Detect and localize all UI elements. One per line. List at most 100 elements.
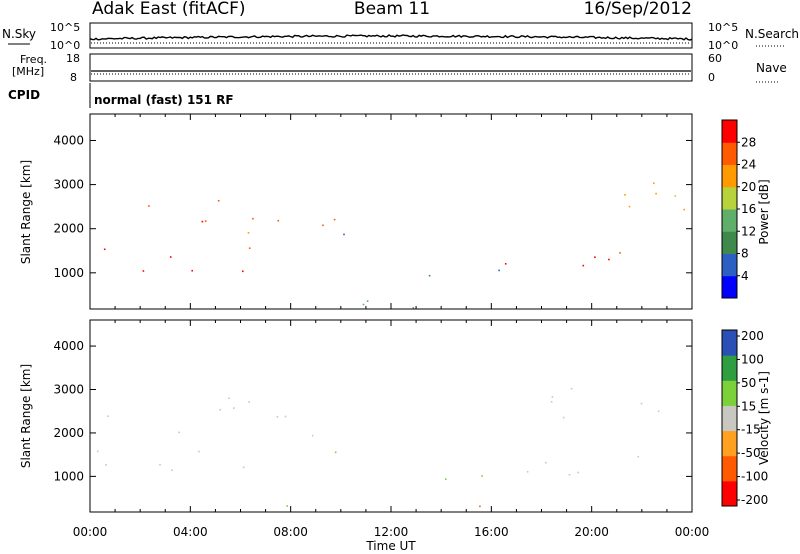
velocity-point: [551, 396, 554, 398]
velocity-colorbar-tick-label: 100: [741, 352, 764, 366]
velocity-point: [481, 475, 483, 477]
ytick-label: 3000: [53, 383, 84, 397]
ytick-label: 2000: [53, 222, 84, 236]
velocity-point: [526, 471, 529, 473]
power-colorbar-tick-label: 16: [741, 202, 756, 216]
power-point: [504, 263, 507, 265]
ytick-label: 1000: [53, 469, 84, 483]
power-point: [242, 270, 244, 273]
velocity-point: [479, 505, 481, 508]
time-tick-label: 20:00: [574, 525, 609, 539]
velocity-point: [233, 407, 235, 409]
velocity-point: [568, 474, 571, 476]
power-point: [624, 194, 626, 196]
power-point: [204, 220, 207, 222]
power-point: [594, 256, 596, 258]
velocity-ylabel: Slant Range [km]: [19, 364, 33, 468]
frequency-panel-frame: [89, 53, 693, 82]
power-point: [322, 224, 324, 227]
power-point: [498, 269, 500, 272]
power-colorbar-segment: [722, 164, 737, 188]
nave-label: Nave: [756, 61, 787, 75]
velocity-point: [570, 387, 573, 390]
time-tick-label: 08:00: [273, 525, 308, 539]
power-scatter: [103, 182, 685, 309]
power-point: [343, 233, 345, 236]
power-point: [191, 269, 193, 272]
velocity-colorbar-segment: [722, 480, 737, 507]
nsearch-label: N.Search: [745, 27, 799, 41]
velocity-point: [107, 415, 109, 417]
status-trace: [89, 34, 693, 44]
power-point: [628, 205, 631, 208]
power-colorbar-segment: [722, 142, 737, 165]
velocity-point: [562, 416, 565, 419]
power-colorbar-segment: [722, 275, 737, 299]
power-point: [247, 232, 250, 234]
velocity-colorbar-segment: [722, 455, 737, 482]
ytick-label: 4000: [53, 133, 84, 147]
station-title: Adak East (fitACF): [92, 0, 246, 19]
velocity-point: [159, 463, 161, 466]
power-point: [169, 256, 172, 258]
power-colorbar-tick-label: 28: [741, 135, 756, 149]
velocity-point: [96, 450, 99, 453]
velocity-point: [445, 478, 447, 480]
power-colorbar-segment: [722, 120, 737, 143]
status-right-tick-top: 10^5: [708, 21, 738, 34]
velocity-point: [219, 408, 221, 411]
velocity-colorbar-tick-label: 200: [741, 329, 764, 343]
power-point: [277, 219, 280, 222]
power-colorbar-tick-label: 12: [741, 224, 756, 238]
velocity-point: [334, 451, 337, 454]
velocity-colorbar-tick-label: -50: [741, 446, 761, 460]
power-point: [366, 300, 369, 302]
power-colorbar-label: Power [dB]: [757, 179, 771, 244]
power-point: [148, 205, 150, 207]
power-point: [333, 218, 336, 221]
time-tick-label: 12:00: [374, 525, 409, 539]
time-tick-label: 00:00: [675, 525, 710, 539]
velocity-point: [178, 431, 180, 434]
velocity-point: [640, 402, 643, 405]
time-tick-label: 04:00: [173, 525, 208, 539]
power-point: [428, 274, 431, 277]
freq-label-line1: Freq.: [20, 53, 47, 66]
velocity-colorbar-tick-label: 50: [741, 376, 756, 390]
power-colorbar-segment: [722, 186, 737, 210]
ytick-label: 3000: [53, 178, 84, 192]
velocity-point: [550, 401, 553, 403]
velocity-colorbar: 200 100 50 15 -15 -50 -100 -200: [721, 329, 768, 507]
nsky-label: N.Sky: [2, 27, 36, 41]
power-point: [683, 208, 685, 211]
power-colorbar-segment: [722, 209, 737, 232]
power-colorbar-tick-label: 8: [741, 247, 749, 261]
power-point: [653, 182, 655, 185]
freq-tick-top: 18: [66, 52, 80, 65]
power-ylabel: Slant Range [km]: [19, 160, 33, 264]
velocity-point: [286, 505, 288, 507]
velocity-point: [284, 415, 287, 418]
status-left-tick-bottom: 10^0: [50, 39, 80, 52]
velocity-point: [311, 434, 314, 437]
velocity-colorbar-tick-label: -200: [741, 493, 768, 507]
velocity-point: [242, 466, 245, 469]
velocity-panel-frame: [89, 319, 693, 513]
velocity-point: [657, 410, 660, 413]
status-left-tick-top: 10^5: [50, 21, 80, 34]
power-point: [142, 270, 145, 272]
velocity-colorbar-segment: [722, 355, 737, 381]
nave-tick-top: 60: [708, 52, 722, 65]
velocity-scatter: [96, 387, 660, 508]
velocity-point: [577, 471, 579, 474]
velocity-point: [198, 450, 200, 453]
power-point: [655, 192, 657, 195]
ytick-label: 2000: [53, 426, 84, 440]
velocity-colorbar-segment: [722, 430, 737, 457]
ytick-label: 4000: [53, 339, 84, 353]
power-point: [674, 195, 676, 197]
cpid-text: normal (fast) 151 RF: [94, 93, 234, 107]
power-point: [217, 200, 220, 202]
power-colorbar-tick-label: 24: [741, 158, 756, 172]
beam-title: Beam 11: [354, 0, 430, 19]
